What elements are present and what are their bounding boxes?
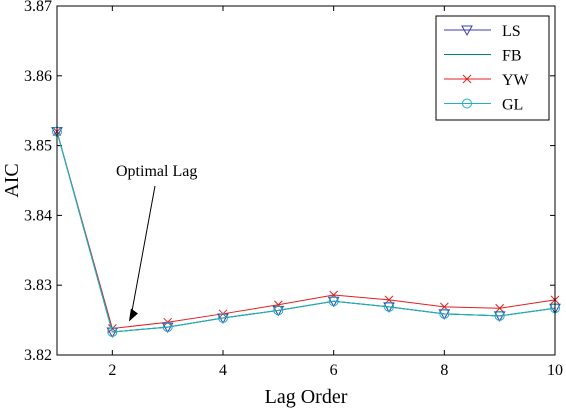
legend-item-fb-label: FB [502,48,522,65]
legend-item-ls-marker [461,25,473,37]
series-gl-point [162,322,173,333]
y-tick-label: 3.86 [24,68,52,85]
legend-box [435,15,550,121]
x-tick-label: 8 [440,362,448,379]
series-gl-point [439,308,450,319]
series-yw-line [56,131,556,330]
series-yw-point [273,300,283,310]
series-gl-point [218,313,228,324]
y-tick-label: 3.84 [24,207,52,224]
legend: LS FB YW GL [435,15,550,121]
series-gl-point [273,305,284,316]
plot-frame [56,5,556,356]
series-gl [52,126,560,337]
legend-item-ls-label: LS [502,23,521,40]
legend-item-gl-marker [462,98,472,109]
y-tick-label: 3.82 [24,347,52,364]
legend-item-yw-marker [462,74,472,84]
series-yw-point [495,303,505,313]
series-yw-point-stroke [273,300,283,310]
y-tick-label: 3.87 [24,0,52,15]
legend-item-yw-label: YW [502,72,530,89]
series-gl-point [107,326,118,337]
legend-item-yw: YW [444,72,530,89]
y-axis-label: AIC [1,163,23,197]
x-tick-label: 2 [108,362,116,379]
series-gl-line [56,131,556,333]
annotation: Optimal Lag [116,163,197,322]
legend-item-ls: LS [444,23,521,40]
series-gl-point [384,301,394,312]
x-axis-label: Lag Order [265,386,348,408]
series-gl-point [328,296,339,307]
axis-tick-labels: 2 4 6 8 10 3.82 3.83 3.84 3.85 3.86 3.87 [24,0,563,379]
series-yw [52,127,560,333]
x-tick-label: 6 [330,362,338,379]
annotation-arrow-shaft [131,185,156,312]
annotation-arrow-head [128,308,138,322]
x-tick-label: 4 [219,362,227,379]
legend-item-gl-label: GL [502,97,523,114]
annotation-text: Optimal Lag [116,163,197,180]
legend-item-yw-marker-stroke [462,74,472,84]
y-tick-label: 3.85 [24,138,52,155]
series-yw-point-stroke [495,303,505,313]
x-tick-label: 10 [547,362,563,379]
series-gl-point [494,310,505,321]
y-tick-label: 3.83 [24,277,52,294]
legend-item-fb: FB [444,48,522,65]
legend-item-gl: GL [444,97,523,114]
